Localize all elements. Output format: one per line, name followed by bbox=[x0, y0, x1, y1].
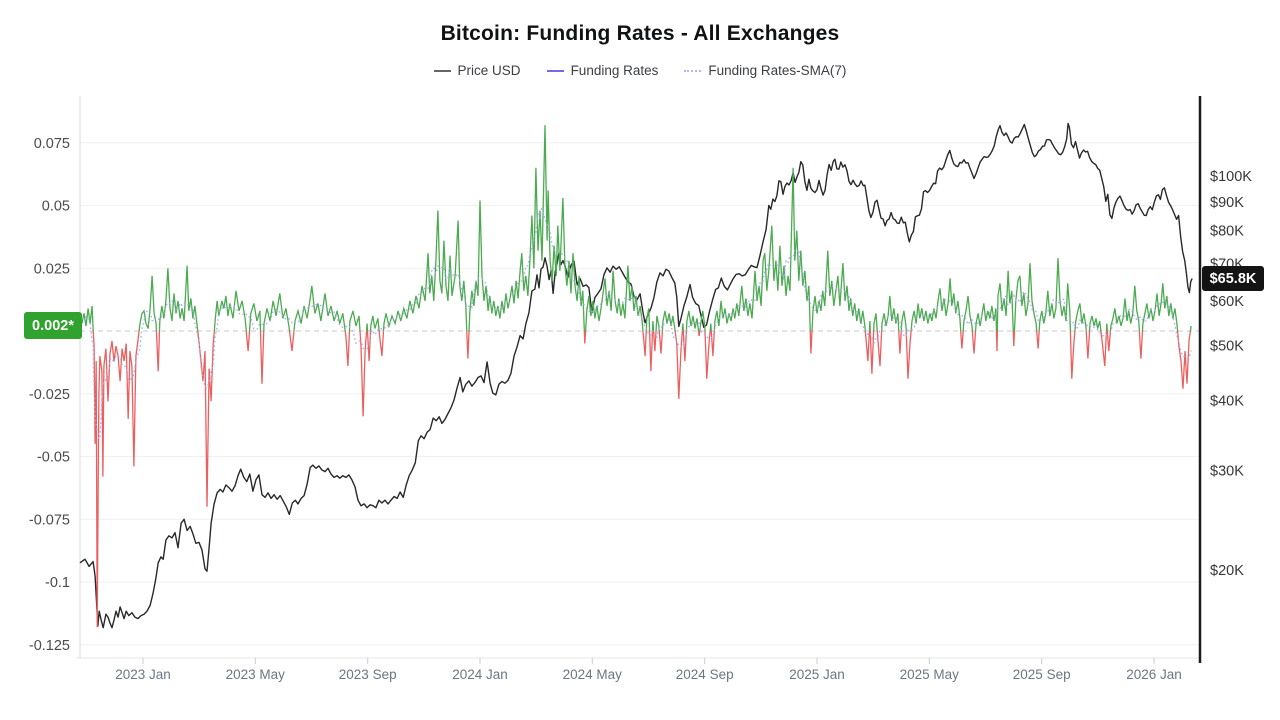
x-axis-tick-label: 2025 Sep bbox=[1013, 667, 1071, 682]
y-right-tick-label: $100K bbox=[1210, 169, 1252, 185]
y-left-tick-label: 0.05 bbox=[42, 199, 70, 215]
sma-line bbox=[81, 206, 1192, 441]
x-axis-tick-label: 2023 Sep bbox=[339, 667, 397, 682]
chart-title: Bitcoin: Funding Rates - All Exchanges bbox=[440, 22, 840, 45]
y-right-tick-label: $20K bbox=[1210, 563, 1244, 579]
x-axis-tick-label: 2025 Jan bbox=[789, 667, 845, 682]
y-left-tick-label: -0.1 bbox=[45, 575, 70, 591]
y-right-tick-label: $50K bbox=[1210, 339, 1244, 355]
y-right-tick-label: $90K bbox=[1210, 195, 1244, 211]
legend-marker-solid bbox=[546, 69, 564, 72]
price-line bbox=[79, 122, 1193, 629]
funding-line-positive bbox=[81, 125, 1192, 331]
x-axis-tick-label: 2026 Jan bbox=[1126, 667, 1182, 682]
y-left-tick-label: -0.075 bbox=[29, 512, 70, 528]
funding-line-negative bbox=[92, 331, 1192, 628]
legend-item-funding-rates[interactable]: Funding Rates bbox=[546, 63, 659, 78]
legend-label: Price USD bbox=[457, 63, 521, 78]
x-axis-tick-label: 2023 Jan bbox=[115, 667, 171, 682]
y-right-tick-label: $30K bbox=[1210, 464, 1244, 480]
y-left-tick-label: 0.075 bbox=[34, 136, 70, 152]
y-right-tick-label: $80K bbox=[1210, 224, 1244, 240]
y-left-tick-label: -0.125 bbox=[29, 638, 70, 654]
y-right-tick-label: $60K bbox=[1210, 294, 1244, 310]
x-axis-tick-label: 2024 Jan bbox=[452, 667, 508, 682]
y-right-tick-label: $40K bbox=[1210, 393, 1244, 409]
y-left-tick-label: -0.05 bbox=[37, 450, 70, 466]
y-left-tick-label: -0.025 bbox=[29, 387, 70, 403]
legend-label: Funding Rates bbox=[570, 63, 659, 78]
x-axis-tick-label: 2024 Sep bbox=[676, 667, 734, 682]
x-axis-tick-label: 2025 May bbox=[900, 667, 960, 682]
price-current-badge: $65.8K bbox=[1202, 266, 1264, 291]
y-left-tick-label: 0.025 bbox=[34, 261, 70, 277]
legend-marker-dotted bbox=[684, 69, 702, 72]
legend-item-price-usd[interactable]: Price USD bbox=[433, 63, 521, 78]
legend-label: Funding Rates-SMA(7) bbox=[708, 63, 847, 78]
funding-current-badge: 0.002* bbox=[24, 312, 82, 339]
x-axis-tick-label: 2024 May bbox=[563, 667, 623, 682]
legend-item-funding-rates-sma-7-[interactable]: Funding Rates-SMA(7) bbox=[684, 63, 846, 78]
chart-legend: Price USD Funding Rates Funding Rates-SMA(… bbox=[0, 63, 1280, 78]
legend-marker-solid bbox=[433, 69, 451, 72]
x-axis-tick-label: 2023 May bbox=[226, 667, 286, 682]
